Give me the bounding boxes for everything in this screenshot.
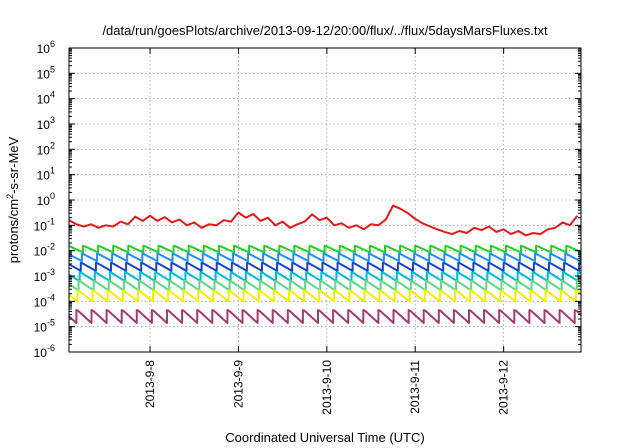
series-line-1 (69, 244, 581, 254)
x-tick-label: 2013-9-11 (408, 360, 422, 414)
y-tick-exponent: 2 (50, 140, 55, 150)
y-tick-base: 10 (34, 321, 48, 335)
y-tick-label: 10-3 (34, 267, 55, 284)
y-tick-label: 10-1 (34, 216, 55, 233)
series-line-5 (69, 279, 581, 292)
series-line-7 (69, 309, 581, 324)
y-tick-base: 10 (34, 219, 48, 233)
series-layer (69, 204, 581, 324)
y-tick-base: 10 (37, 93, 51, 107)
y-tick-label: 10-4 (34, 292, 55, 309)
y-tick-label: 105 (37, 64, 55, 81)
y-tick-exponent: 3 (50, 115, 55, 125)
series-line-2 (69, 252, 581, 263)
grid (69, 47, 581, 353)
x-tick-label: 2013-9-12 (497, 360, 511, 415)
y-tick-base: 10 (34, 346, 48, 360)
y-tick-exponent: -2 (47, 242, 55, 252)
y-tick-exponent: -1 (47, 216, 55, 226)
y-tick-exponent: 0 (50, 191, 55, 201)
y-tick-label: 104 (37, 90, 55, 107)
y-tick-label: 103 (37, 115, 55, 132)
y-tick-label: 106 (37, 39, 55, 56)
y-tick-base: 10 (34, 295, 48, 309)
y-axis-label-exponent: 2 (5, 194, 15, 199)
y-tick-base: 10 (37, 143, 51, 157)
x-axis: 2013-9-8 2013-9-9 2013-9-10 2013-9-11 2013-9… (143, 48, 511, 415)
y-tick-base: 10 (37, 194, 51, 208)
y-tick-label: 100 (37, 191, 55, 208)
y-tick-exponent: -4 (47, 292, 55, 302)
y-tick-base: 10 (37, 118, 51, 132)
y-tick-exponent: -6 (47, 343, 55, 353)
y-tick-exponent: 1 (50, 166, 55, 176)
series-line-3 (69, 261, 581, 272)
y-tick-exponent: -5 (47, 318, 55, 328)
x-tick-label: 2013-9-8 (143, 360, 157, 408)
y-tick-base: 10 (37, 42, 51, 56)
y-tick-base: 10 (34, 245, 48, 259)
y-tick-exponent: 4 (50, 90, 55, 100)
y-tick-label: 102 (37, 140, 55, 157)
y-tick-exponent: 5 (50, 64, 55, 74)
y-tick-base: 10 (34, 270, 48, 284)
y-tick-label: 10-5 (34, 318, 55, 335)
series-line-4 (69, 271, 581, 283)
y-tick-label: 101 (37, 166, 55, 183)
y-tick-exponent: -3 (47, 267, 55, 277)
x-tick-label: 2013-9-9 (231, 360, 245, 408)
y-axis-label: protons/cm2-s-sr-MeV (5, 136, 21, 263)
y-tick-label: 10-2 (34, 242, 55, 259)
chart-title: /data/run/goesPlots/archive/2013-09-12/2… (102, 23, 548, 38)
y-axis-label-end: -s-sr-MeV (6, 136, 21, 193)
y-axis: 10-610-510-410-310-210-11001011021031041… (34, 39, 581, 360)
series-line-0 (69, 204, 579, 237)
x-axis-label: Coordinated Universal Time (UTC) (225, 430, 424, 445)
y-tick-base: 10 (37, 169, 51, 183)
x-tick-label: 2013-9-10 (320, 360, 334, 415)
y-tick-exponent: 6 (50, 39, 55, 49)
y-tick-base: 10 (37, 67, 51, 81)
y-axis-label-start: protons/cm (6, 199, 21, 263)
y-tick-label: 10-6 (34, 343, 55, 360)
series-line-6 (69, 289, 581, 303)
